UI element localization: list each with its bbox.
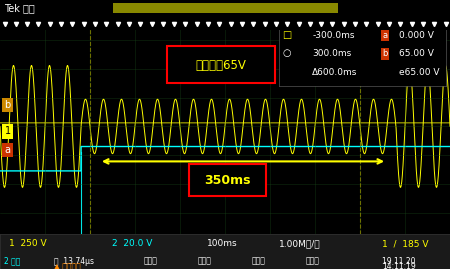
Text: 19 11 20: 19 11 20	[382, 257, 416, 266]
Text: ▲ 负回削波: ▲ 负回削波	[54, 262, 81, 269]
Text: b: b	[382, 49, 387, 58]
Text: 最大值: 最大值	[252, 257, 266, 266]
Text: 值  13.74μs: 值 13.74μs	[54, 257, 94, 266]
Text: 100ms: 100ms	[207, 239, 238, 248]
Text: 1.00M次/秒: 1.00M次/秒	[279, 239, 320, 248]
Text: 14:11:19: 14:11:19	[382, 262, 416, 269]
Text: 0.000 V: 0.000 V	[399, 31, 434, 40]
Text: e65.00 V: e65.00 V	[399, 68, 439, 77]
Text: 2  20.0 V: 2 20.0 V	[112, 239, 153, 248]
Text: 电压幅值65V: 电压幅值65V	[195, 59, 246, 72]
Text: 1  /  185 V: 1 / 185 V	[382, 239, 429, 248]
Text: 标准差: 标准差	[306, 257, 320, 266]
Text: Δ600.0ms: Δ600.0ms	[312, 68, 358, 77]
Text: a: a	[4, 145, 10, 155]
Text: 65.00 V: 65.00 V	[399, 49, 434, 58]
Text: 1  250 V: 1 250 V	[9, 239, 47, 248]
Text: a: a	[382, 31, 387, 40]
Text: 350ms: 350ms	[204, 174, 251, 187]
Text: 300.0ms: 300.0ms	[312, 49, 351, 58]
Text: Tek 预览: Tek 预览	[4, 3, 35, 13]
Text: 最小值: 最小值	[198, 257, 212, 266]
Text: 2 周期: 2 周期	[4, 257, 21, 266]
Text: □: □	[282, 30, 292, 40]
Text: b: b	[4, 100, 11, 109]
Text: 1: 1	[4, 126, 11, 136]
Text: ○: ○	[282, 48, 291, 58]
Text: -300.0ms: -300.0ms	[312, 31, 355, 40]
Text: 平均值: 平均值	[144, 257, 158, 266]
